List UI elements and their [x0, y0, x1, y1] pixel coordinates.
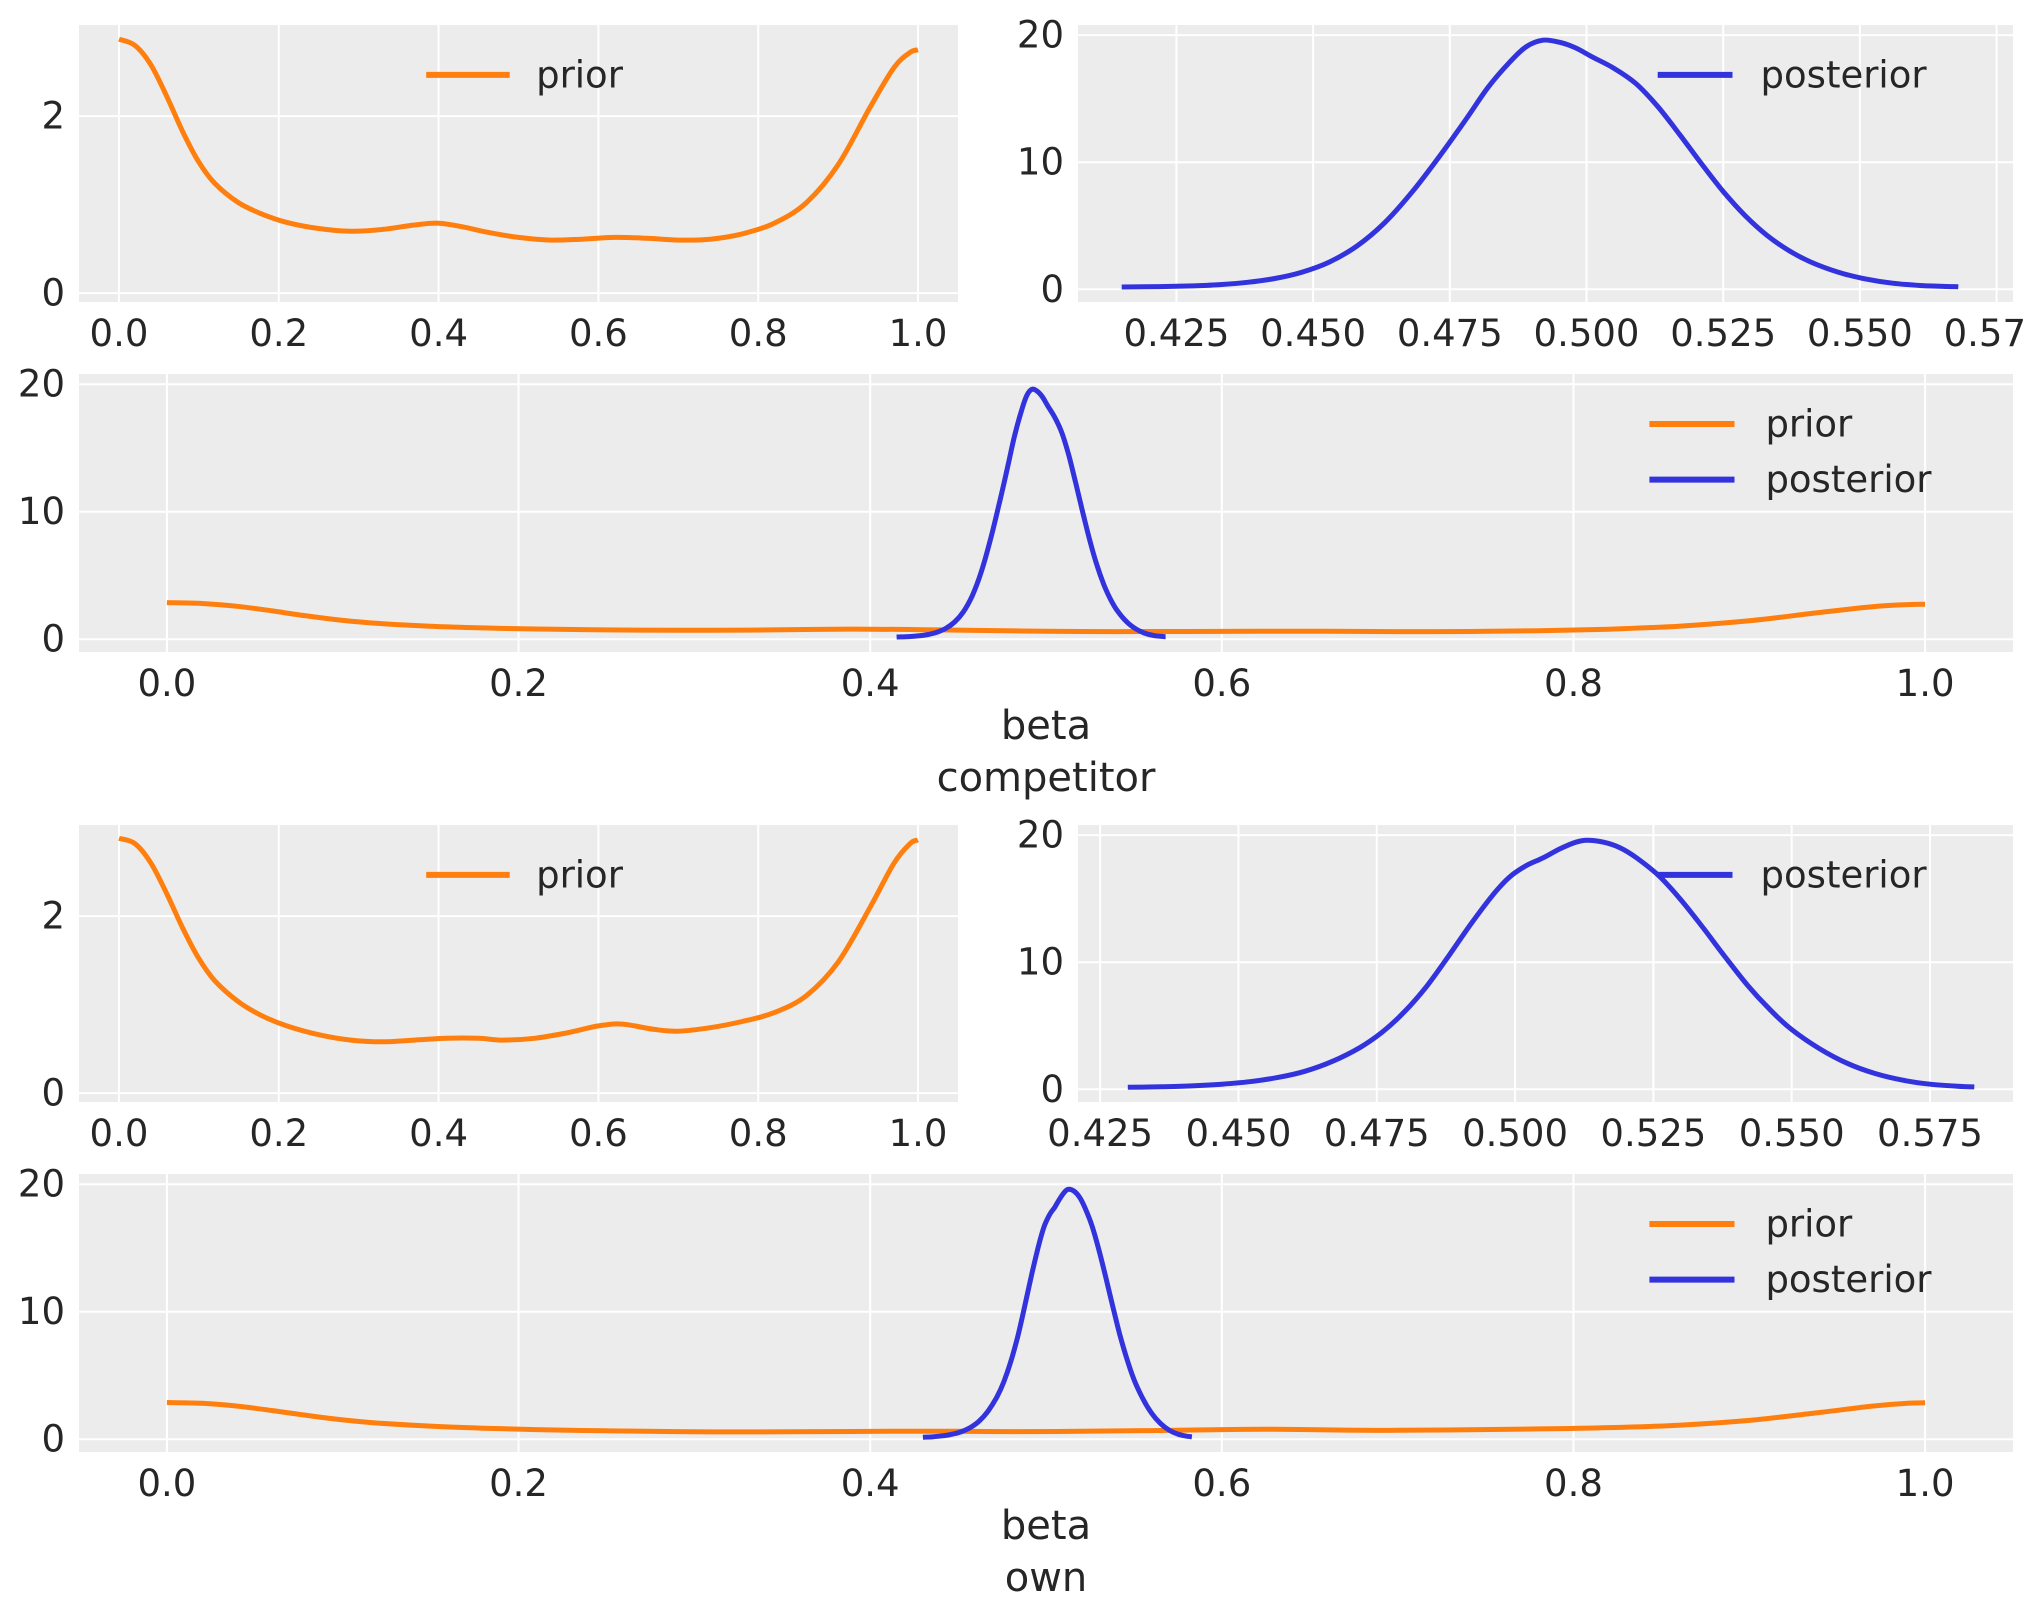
x-tick-label: 0.450	[1260, 312, 1366, 355]
y-tick-label: 2	[41, 895, 65, 938]
x-tick-label: 0.425	[1123, 312, 1229, 355]
axes-background	[79, 374, 2013, 652]
legend-label-posterior: posterior	[1761, 853, 1928, 896]
y-tick-label: 0	[1040, 1068, 1064, 1111]
y-tick-label: 0	[41, 272, 65, 315]
y-tick-label: 10	[18, 490, 65, 533]
legend-label-prior: prior	[1765, 403, 1853, 446]
axes-background	[1078, 825, 2013, 1102]
x-tick-label: 1.0	[889, 312, 948, 355]
x-tick-label: 0.2	[489, 662, 548, 705]
legend-label-prior: prior	[536, 53, 624, 96]
x-tick-label: 0.4	[409, 1112, 468, 1155]
x-tick-label: 0.8	[1544, 662, 1603, 705]
x-tick-label: 0.550	[1807, 312, 1913, 355]
x-tick-label: 0.4	[841, 662, 900, 705]
x-tick-label: 1.0	[1896, 662, 1955, 705]
x-tick-label: 0.8	[729, 312, 788, 355]
y-tick-label: 0	[41, 1418, 65, 1461]
x-tick-label: 0.475	[1324, 1112, 1430, 1155]
legend-label-prior: prior	[1765, 1203, 1853, 1246]
x-tick-label: 0.0	[137, 662, 196, 705]
x-tick-label: 0.6	[569, 1112, 628, 1155]
x-tick-label: 0.2	[249, 312, 308, 355]
axes-background	[79, 25, 958, 302]
x-tick-label: 1.0	[1896, 1462, 1955, 1505]
y-tick-label: 20	[18, 1163, 65, 1206]
axes-background	[79, 825, 958, 1102]
y-tick-label: 10	[1017, 941, 1064, 984]
xlabel-beta-own: beta own	[1000, 1503, 1092, 1601]
xlabel-beta-competitor: beta competitor	[936, 703, 1156, 801]
legend-label-posterior: posterior	[1765, 1258, 1932, 1301]
axes-background	[79, 1174, 2013, 1452]
curve-prior	[166, 600, 1926, 635]
y-tick-label: 0	[1040, 268, 1064, 311]
y-tick-label: 0	[41, 618, 65, 661]
legend-label-posterior: posterior	[1765, 458, 1932, 501]
x-tick-label: 0.575	[1944, 312, 2023, 355]
x-tick-label: 0.0	[90, 1112, 149, 1155]
x-tick-label: 0.4	[841, 1462, 900, 1505]
y-tick-label: 10	[18, 1290, 65, 1333]
curve-prior	[118, 835, 920, 1045]
x-tick-label: 0.6	[1192, 1462, 1251, 1505]
y-tick-label: 2	[41, 95, 65, 138]
x-tick-label: 0.8	[1544, 1462, 1603, 1505]
y-tick-label: 20	[18, 363, 65, 406]
y-tick-label: 0	[41, 1072, 65, 1115]
curve-posterior	[1127, 837, 1975, 1090]
x-tick-label: 1.0	[889, 1112, 948, 1155]
y-tick-label: 10	[1017, 141, 1064, 184]
curve-posterior	[896, 386, 1166, 640]
x-tick-label: 0.6	[1192, 662, 1251, 705]
x-tick-label: 0.500	[1462, 1112, 1568, 1155]
x-tick-label: 0.2	[249, 1112, 308, 1155]
x-tick-label: 0.425	[1047, 1112, 1153, 1155]
x-tick-label: 0.500	[1534, 312, 1640, 355]
x-tick-label: 0.2	[489, 1462, 548, 1505]
x-tick-label: 0.6	[569, 312, 628, 355]
y-tick-label: 20	[1017, 14, 1064, 57]
curve-prior	[118, 36, 919, 243]
legend-label-prior: prior	[536, 853, 624, 896]
y-tick-label: 20	[1017, 814, 1064, 857]
x-tick-label: 0.575	[1877, 1112, 1983, 1155]
axes-background	[1078, 25, 2013, 302]
x-tick-label: 0.0	[90, 312, 149, 355]
curve-posterior	[1121, 37, 1959, 290]
x-tick-label: 0.8	[729, 1112, 788, 1155]
x-tick-label: 0.450	[1185, 1112, 1291, 1155]
x-tick-label: 0.525	[1670, 312, 1776, 355]
x-tick-label: 0.0	[137, 1462, 196, 1505]
x-tick-label: 0.4	[409, 312, 468, 355]
legend-label-posterior: posterior	[1761, 53, 1928, 96]
x-tick-label: 0.550	[1739, 1112, 1845, 1155]
curve-posterior	[922, 1186, 1193, 1440]
x-tick-label: 0.525	[1600, 1112, 1706, 1155]
curve-prior	[166, 1400, 1926, 1435]
x-tick-label: 0.475	[1397, 312, 1503, 355]
